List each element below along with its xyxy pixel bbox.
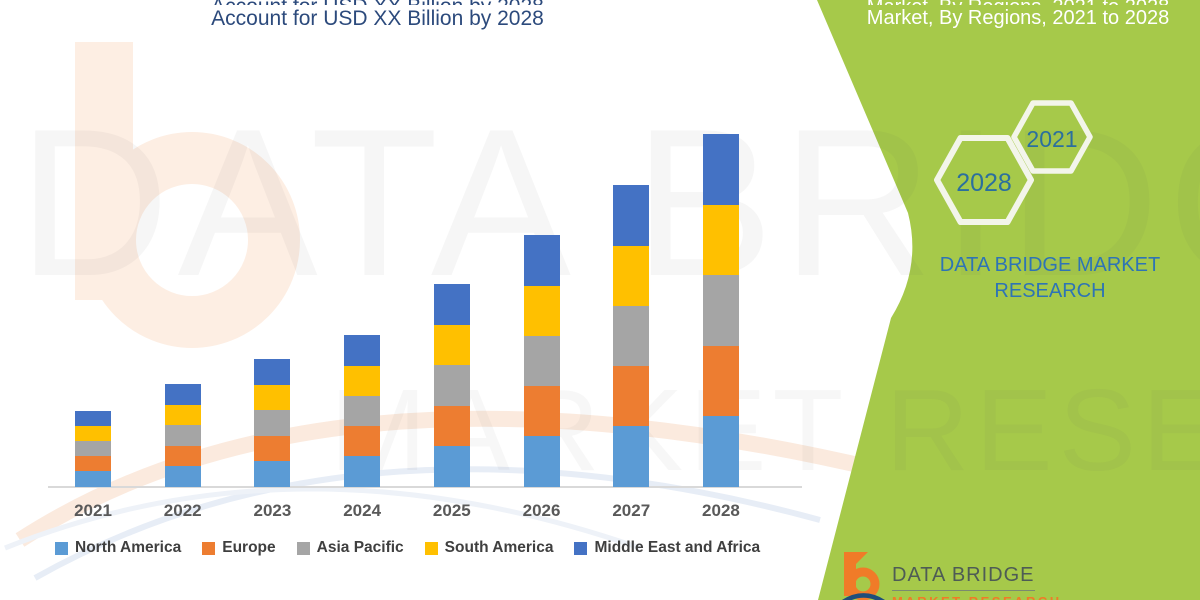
chart-legend: North America Europe Asia Pacific South Ame…: [55, 539, 760, 557]
x-axis-label-2024: 2024: [343, 501, 382, 520]
footer-logo: DATA BRIDGE MARKET RESEARCH: [838, 548, 1138, 600]
panel-brand-text: DATA BRIDGE MARKET RESEARCH: [900, 252, 1200, 304]
bar-segment-middle-east-and-africa-2022: [164, 384, 201, 405]
legend-label-europe: Europe: [222, 539, 276, 556]
bar-segment-south-america-2027: [613, 246, 650, 306]
bar-segment-south-america-2026: [523, 286, 560, 336]
bar-segment-north-america-2025: [433, 446, 470, 487]
chart-title-clipped-line: Account for USD XX Billion by 2028: [0, 0, 755, 5]
bar-segment-europe-2026: [523, 386, 560, 436]
legend-swatch-asia-pacific: [296, 541, 310, 555]
bar-segment-south-america-2021: [75, 426, 111, 441]
hexagon-2028: [934, 135, 1034, 225]
x-axis-label-2021: 2021: [74, 501, 112, 520]
bar-segment-north-america-2022: [164, 466, 201, 487]
bar-segment-south-america-2022: [164, 405, 201, 425]
bar-segment-middle-east-and-africa-2023: [254, 359, 291, 385]
bar-segment-north-america-2026: [523, 436, 560, 487]
legend-item-europe: Europe: [202, 539, 276, 557]
legend-label-middle-east-and-africa: Middle East and Africa: [594, 539, 761, 556]
bar-segment-north-america-2023: [254, 461, 291, 487]
panel-title-clipped-line: Market, By Regions, 2021 to 2028: [836, 0, 1200, 5]
bar-segment-europe-2027: [613, 366, 650, 426]
bar-segment-south-america-2025: [433, 325, 470, 365]
bar-segment-asia-pacific-2022: [164, 425, 201, 446]
bar-segment-asia-pacific-2023: [254, 410, 291, 436]
legend-swatch-europe: [202, 541, 216, 555]
x-axis-label-2022: 2022: [163, 501, 202, 520]
legend-item-middle-east-and-africa: Middle East and Africa: [574, 539, 760, 557]
bar-segment-europe-2028: [702, 346, 739, 416]
green-panel-shape: [817, 0, 1200, 600]
bar-segment-middle-east-and-africa-2021: [75, 411, 111, 426]
hexagon-2028-label: 2028: [956, 169, 1012, 197]
x-axis-label-2025: 2025: [432, 501, 471, 520]
bar-segment-europe-2023: [254, 436, 291, 461]
panel-title: Market, By Regions, 2021 to 2028: [866, 7, 1170, 29]
legend-item-asia-pacific: Asia Pacific: [296, 539, 404, 557]
panel-brand-line1: DATA BRIDGE MARKET: [939, 254, 1161, 276]
legend-swatch-middle-east-and-africa: [574, 541, 588, 555]
bar-segment-asia-pacific-2025: [433, 365, 470, 406]
bar-segment-north-america-2028: [702, 416, 739, 487]
footer-brand-text: DATA BRIDGE: [892, 564, 1035, 591]
x-axis-label-2023: 2023: [253, 501, 292, 520]
bar-segment-asia-pacific-2024: [344, 396, 381, 426]
bar-segment-asia-pacific-2021: [75, 441, 111, 456]
legend-label-asia-pacific: Asia Pacific: [316, 539, 404, 556]
bar-segment-north-america-2024: [344, 456, 381, 487]
legend-swatch-south-america: [424, 541, 438, 555]
chart-title: Account for USD XX Billion by 2028: [211, 7, 544, 30]
x-axis-line: [48, 486, 802, 488]
bar-segment-europe-2021: [75, 456, 111, 471]
legend-item-north-america: North America: [55, 539, 181, 557]
footer-sub-brand-text: MARKET RESEARCH: [892, 594, 1062, 600]
bar-segment-north-america-2027: [613, 426, 650, 487]
legend-item-south-america: South America: [424, 539, 554, 557]
legend-label-south-america: South America: [444, 539, 554, 556]
legend-swatch-north-america: [55, 541, 68, 555]
bar-segment-middle-east-and-africa-2025: [433, 284, 470, 325]
bar-segment-south-america-2024: [344, 366, 381, 396]
bar-segment-south-america-2028: [702, 205, 739, 275]
bar-segment-asia-pacific-2028: [702, 275, 739, 346]
bar-segment-middle-east-and-africa-2027: [613, 185, 650, 246]
x-axis-label-2026: 2026: [522, 501, 561, 520]
data-bridge-logo-icon: [842, 552, 886, 600]
bar-segment-middle-east-and-africa-2024: [344, 335, 381, 366]
bar-segment-asia-pacific-2026: [523, 336, 560, 386]
hexagon-2021: [1011, 100, 1093, 174]
bar-segment-middle-east-and-africa-2026: [523, 235, 560, 286]
bar-segment-north-america-2021: [75, 471, 111, 487]
bar-segment-middle-east-and-africa-2028: [702, 134, 739, 205]
bar-segment-south-america-2023: [254, 385, 291, 410]
bar-segment-europe-2025: [433, 406, 470, 446]
bar-segment-europe-2024: [344, 426, 381, 456]
bar-segment-europe-2022: [164, 446, 201, 466]
legend-label-north-america: North America: [75, 539, 182, 556]
panel-brand-line2: RESEARCH: [994, 280, 1106, 302]
x-axis-label-2027: 2027: [612, 501, 651, 520]
hexagon-2021-label: 2021: [1026, 126, 1077, 152]
bar-segment-asia-pacific-2027: [613, 306, 650, 366]
x-axis-label-2028: 2028: [702, 501, 740, 520]
